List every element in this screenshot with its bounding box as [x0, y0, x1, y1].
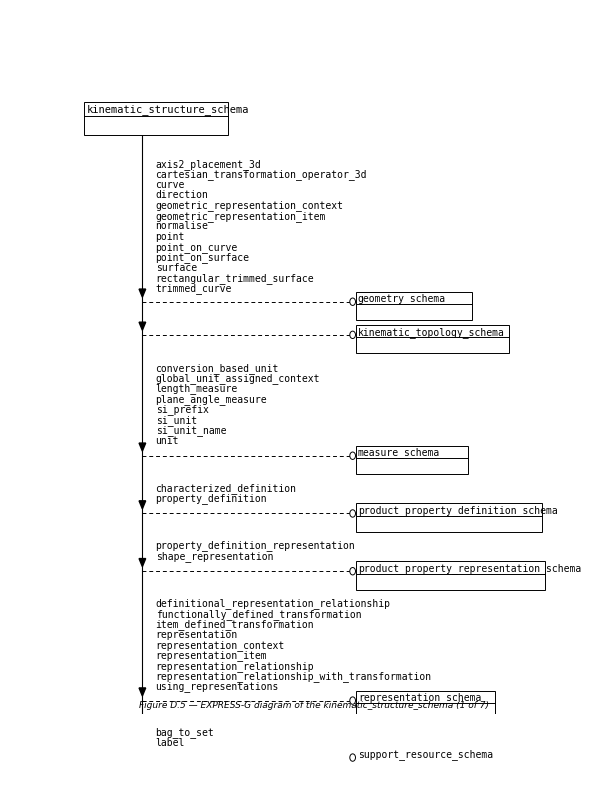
Text: characterized_definition: characterized_definition — [155, 482, 297, 493]
Circle shape — [350, 452, 356, 460]
Text: axis2_placement_3d: axis2_placement_3d — [155, 159, 261, 169]
Polygon shape — [139, 745, 146, 753]
Bar — [356, 326, 509, 354]
Text: bag_to_set: bag_to_set — [155, 726, 214, 737]
Text: shape_representation: shape_representation — [155, 550, 273, 561]
Text: geometry_schema: geometry_schema — [358, 294, 446, 304]
Bar — [356, 446, 468, 475]
Text: using_representations: using_representations — [155, 681, 279, 691]
Bar — [356, 504, 542, 533]
Polygon shape — [139, 688, 146, 696]
Text: representation: representation — [155, 630, 238, 639]
Text: measure_schema: measure_schema — [358, 447, 440, 458]
Text: representation_context: representation_context — [155, 639, 285, 650]
Polygon shape — [139, 444, 146, 452]
Text: geometric_representation_item: geometric_representation_item — [155, 210, 326, 221]
Text: support_resource_schema: support_resource_schema — [358, 748, 493, 759]
Text: curve: curve — [155, 180, 185, 190]
Polygon shape — [139, 322, 146, 330]
Text: length_measure: length_measure — [155, 383, 238, 394]
Bar — [84, 103, 228, 136]
Text: global_unit_assigned_context: global_unit_assigned_context — [155, 373, 320, 383]
Circle shape — [350, 332, 356, 339]
Text: rectangular_trimmed_surface: rectangular_trimmed_surface — [155, 273, 314, 284]
Text: product_property_representation_schema: product_property_representation_schema — [358, 562, 581, 573]
Text: kinematic_structure_schema: kinematic_structure_schema — [87, 104, 249, 115]
Text: direction: direction — [155, 190, 209, 200]
Text: label: label — [155, 737, 185, 747]
Text: property_definition_representation: property_definition_representation — [155, 540, 356, 551]
Text: cartesian_transformation_operator_3d: cartesian_transformation_operator_3d — [155, 169, 367, 180]
Text: functionally_defined_transformation: functionally_defined_transformation — [155, 608, 361, 619]
Text: definitional_representation_relationship: definitional_representation_relationship — [155, 597, 390, 609]
Bar — [356, 747, 501, 776]
Bar — [356, 293, 472, 321]
Text: product_property_definition_schema: product_property_definition_schema — [358, 504, 558, 516]
Text: si_unit_name: si_unit_name — [155, 424, 226, 435]
Circle shape — [350, 754, 356, 761]
Text: si_prefix: si_prefix — [155, 403, 209, 415]
Text: point_on_surface: point_on_surface — [155, 252, 250, 263]
Text: representation_relationship_with_transformation: representation_relationship_with_transfo… — [155, 670, 431, 681]
Circle shape — [350, 568, 356, 575]
Text: plane_angle_measure: plane_angle_measure — [155, 394, 267, 404]
Bar — [356, 691, 495, 719]
Text: representation_item: representation_item — [155, 650, 267, 660]
Text: property_definition: property_definition — [155, 492, 267, 504]
Text: unit: unit — [155, 435, 179, 445]
Text: representation_schema: representation_schema — [358, 691, 481, 703]
Bar — [356, 561, 545, 590]
Text: point_on_curve: point_on_curve — [155, 241, 238, 253]
Text: conversion_based_unit: conversion_based_unit — [155, 363, 279, 373]
Text: representation_relationship: representation_relationship — [155, 660, 314, 670]
Polygon shape — [139, 559, 146, 567]
Text: Figure D.5 — EXPRESS-G diagram of the kinematic_structure_schema (1 of 7): Figure D.5 — EXPRESS-G diagram of the ki… — [139, 700, 488, 709]
Text: geometric_representation_context: geometric_representation_context — [155, 200, 343, 211]
Polygon shape — [139, 501, 146, 509]
Circle shape — [350, 697, 356, 704]
Text: point: point — [155, 232, 185, 241]
Text: si_unit: si_unit — [155, 414, 196, 425]
Text: kinematic_topology_schema: kinematic_topology_schema — [358, 326, 505, 337]
Text: surface: surface — [155, 263, 196, 273]
Circle shape — [350, 510, 356, 517]
Text: trimmed_curve: trimmed_curve — [155, 283, 232, 294]
Polygon shape — [139, 290, 146, 298]
Text: item_defined_transformation: item_defined_transformation — [155, 618, 314, 630]
Text: normalise: normalise — [155, 221, 209, 231]
Circle shape — [350, 298, 356, 306]
